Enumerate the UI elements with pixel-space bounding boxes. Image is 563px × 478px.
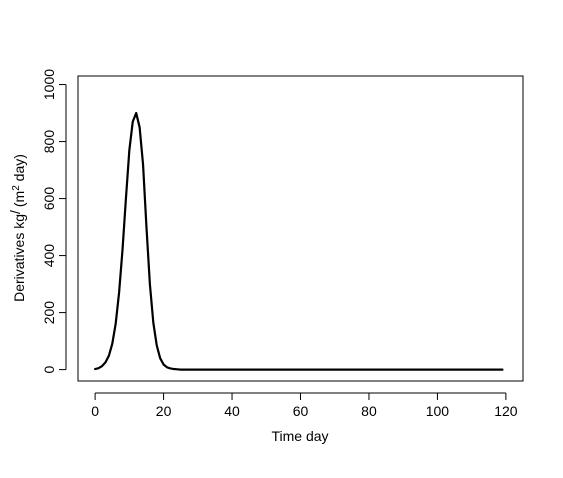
y-tick-label: 200 (41, 301, 57, 325)
x-tick-label: 80 (361, 403, 377, 419)
y-tick-label: 400 (41, 244, 57, 268)
x-axis: 0 20 40 60 80 100 120 (91, 392, 518, 419)
y-axis-label: Derivatives kg/(m2 day) (7, 154, 27, 302)
x-axis-label: Time day (271, 428, 328, 444)
series-line (94, 111, 504, 371)
x-tick-label: 20 (156, 403, 172, 419)
x-tick-label: 40 (224, 403, 240, 419)
y-tick-label: 0 (41, 365, 57, 373)
plot-frame (77, 75, 524, 382)
x-tick-label: 120 (494, 403, 518, 419)
y-tick-label: 600 (41, 187, 57, 211)
x-tick-label: 100 (426, 403, 450, 419)
series-group (94, 111, 504, 371)
x-tick-label: 60 (293, 403, 309, 419)
y-tick-label: 1000 (41, 69, 57, 100)
y-axis: 0 200 400 600 800 1000 (41, 69, 67, 373)
y-tick-label: 800 (41, 130, 57, 154)
x-tick-label: 0 (91, 403, 99, 419)
